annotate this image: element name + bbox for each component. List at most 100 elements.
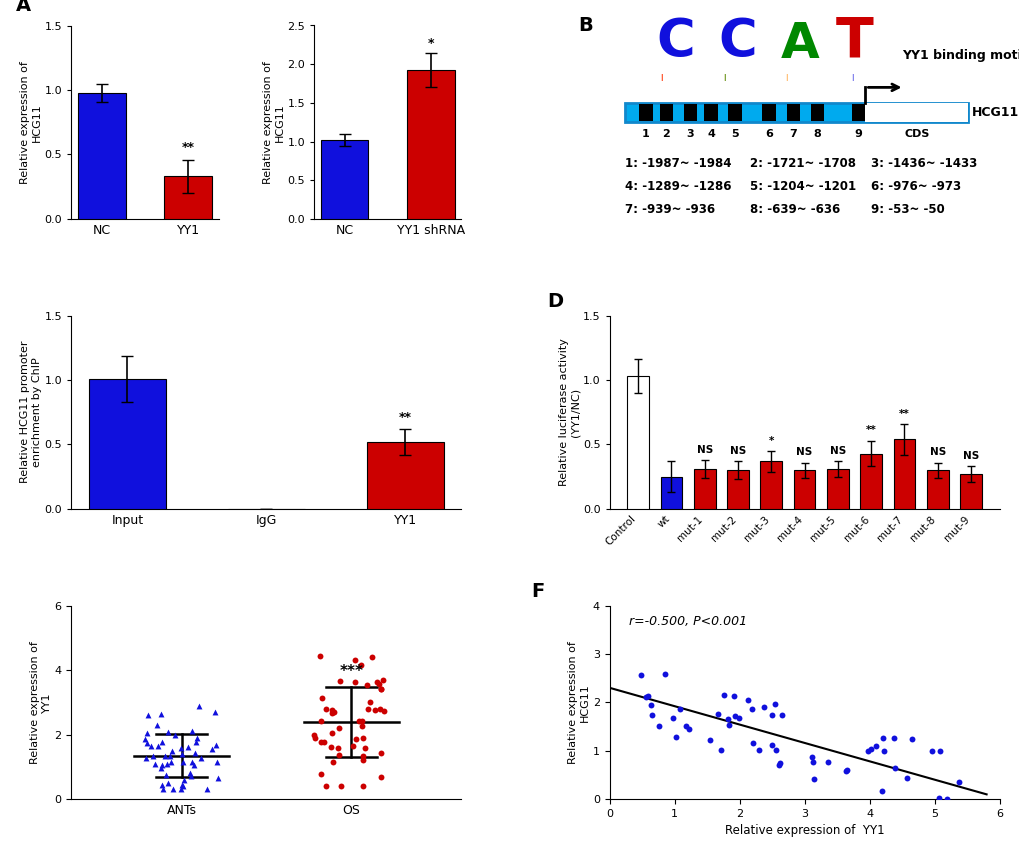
- Bar: [164, 176, 212, 219]
- Point: [725, 689, 741, 703]
- Point: [922, 745, 938, 758]
- Point: [160, 776, 176, 790]
- Text: |: |: [785, 74, 787, 81]
- Point: [884, 732, 901, 745]
- Point: [633, 668, 649, 682]
- Point: [859, 745, 875, 758]
- Point: [372, 746, 388, 760]
- Text: 2: -1721~ -1708: 2: -1721~ -1708: [749, 157, 855, 170]
- Text: r=-0.500, P<0.001: r=-0.500, P<0.001: [629, 615, 747, 628]
- Point: [143, 739, 159, 752]
- Text: NS: NS: [928, 447, 945, 457]
- Text: 7: -939~ -936: 7: -939~ -936: [625, 203, 714, 217]
- Text: T: T: [835, 14, 872, 68]
- Point: [154, 779, 170, 792]
- Bar: [893, 439, 914, 509]
- Point: [137, 732, 153, 745]
- Point: [642, 698, 658, 711]
- Point: [678, 719, 694, 733]
- Point: [325, 705, 341, 718]
- FancyBboxPatch shape: [683, 104, 697, 122]
- Point: [318, 779, 334, 793]
- Point: [183, 769, 200, 783]
- Point: [187, 735, 204, 749]
- Point: [317, 702, 333, 716]
- Point: [637, 690, 653, 704]
- Point: [862, 742, 878, 756]
- Point: [346, 675, 363, 688]
- Point: [316, 735, 332, 749]
- Point: [361, 695, 377, 709]
- Y-axis label: Relative expression of
HCG11: Relative expression of HCG11: [263, 60, 284, 184]
- FancyBboxPatch shape: [810, 104, 823, 122]
- Point: [763, 709, 780, 722]
- Point: [357, 741, 373, 755]
- Point: [173, 783, 190, 796]
- Point: [770, 759, 787, 773]
- Point: [643, 708, 659, 722]
- Point: [743, 702, 759, 716]
- Point: [172, 741, 189, 755]
- Point: [165, 783, 181, 796]
- Point: [355, 749, 371, 762]
- Text: |: |: [659, 74, 662, 81]
- Point: [805, 772, 821, 785]
- Point: [145, 750, 161, 763]
- Y-axis label: Relative expression of
HCG11: Relative expression of HCG11: [568, 641, 589, 764]
- Text: 8: -639~ -636: 8: -639~ -636: [749, 203, 840, 217]
- Point: [838, 763, 854, 777]
- Y-axis label: Relative expression of
YY1: Relative expression of YY1: [31, 641, 52, 764]
- FancyBboxPatch shape: [786, 104, 799, 122]
- FancyBboxPatch shape: [659, 104, 673, 122]
- FancyBboxPatch shape: [851, 104, 864, 122]
- Point: [373, 683, 389, 696]
- Text: |: |: [722, 74, 725, 81]
- Text: F: F: [531, 582, 544, 602]
- Point: [767, 744, 784, 757]
- Text: 1: -1987~ -1984: 1: -1987~ -1984: [625, 157, 731, 170]
- Text: NS: NS: [796, 447, 812, 457]
- Point: [174, 779, 191, 793]
- Point: [819, 755, 836, 768]
- Point: [740, 694, 756, 707]
- Point: [751, 744, 767, 757]
- Point: [154, 734, 170, 748]
- Point: [154, 758, 170, 772]
- Point: [354, 754, 370, 768]
- Point: [193, 751, 209, 764]
- Point: [360, 702, 376, 716]
- Text: ***: ***: [339, 664, 363, 679]
- Point: [158, 757, 174, 771]
- Bar: [660, 477, 682, 509]
- FancyBboxPatch shape: [625, 103, 967, 122]
- Text: 4: 4: [706, 129, 714, 139]
- Text: *: *: [427, 37, 434, 50]
- Point: [640, 689, 656, 703]
- Point: [766, 697, 783, 711]
- Point: [149, 718, 165, 732]
- Point: [903, 733, 919, 746]
- Point: [656, 666, 673, 680]
- Point: [312, 649, 328, 663]
- Bar: [859, 454, 881, 509]
- FancyBboxPatch shape: [703, 104, 717, 122]
- Bar: [321, 140, 368, 219]
- Point: [374, 672, 390, 686]
- Bar: [826, 469, 848, 509]
- Point: [372, 702, 388, 716]
- Text: 9: 9: [854, 129, 862, 139]
- Point: [937, 792, 954, 806]
- Text: |: |: [722, 74, 725, 81]
- Bar: [926, 470, 948, 509]
- Y-axis label: Relative expression of
HCG11: Relative expression of HCG11: [20, 60, 42, 184]
- Point: [701, 734, 717, 747]
- Point: [331, 674, 347, 688]
- Point: [306, 728, 322, 741]
- Point: [763, 739, 780, 752]
- Text: YY1 binding motif: YY1 binding motif: [901, 48, 1019, 62]
- Point: [181, 766, 198, 779]
- Bar: [760, 462, 782, 509]
- Point: [204, 742, 220, 756]
- Point: [719, 712, 736, 726]
- Point: [322, 740, 338, 754]
